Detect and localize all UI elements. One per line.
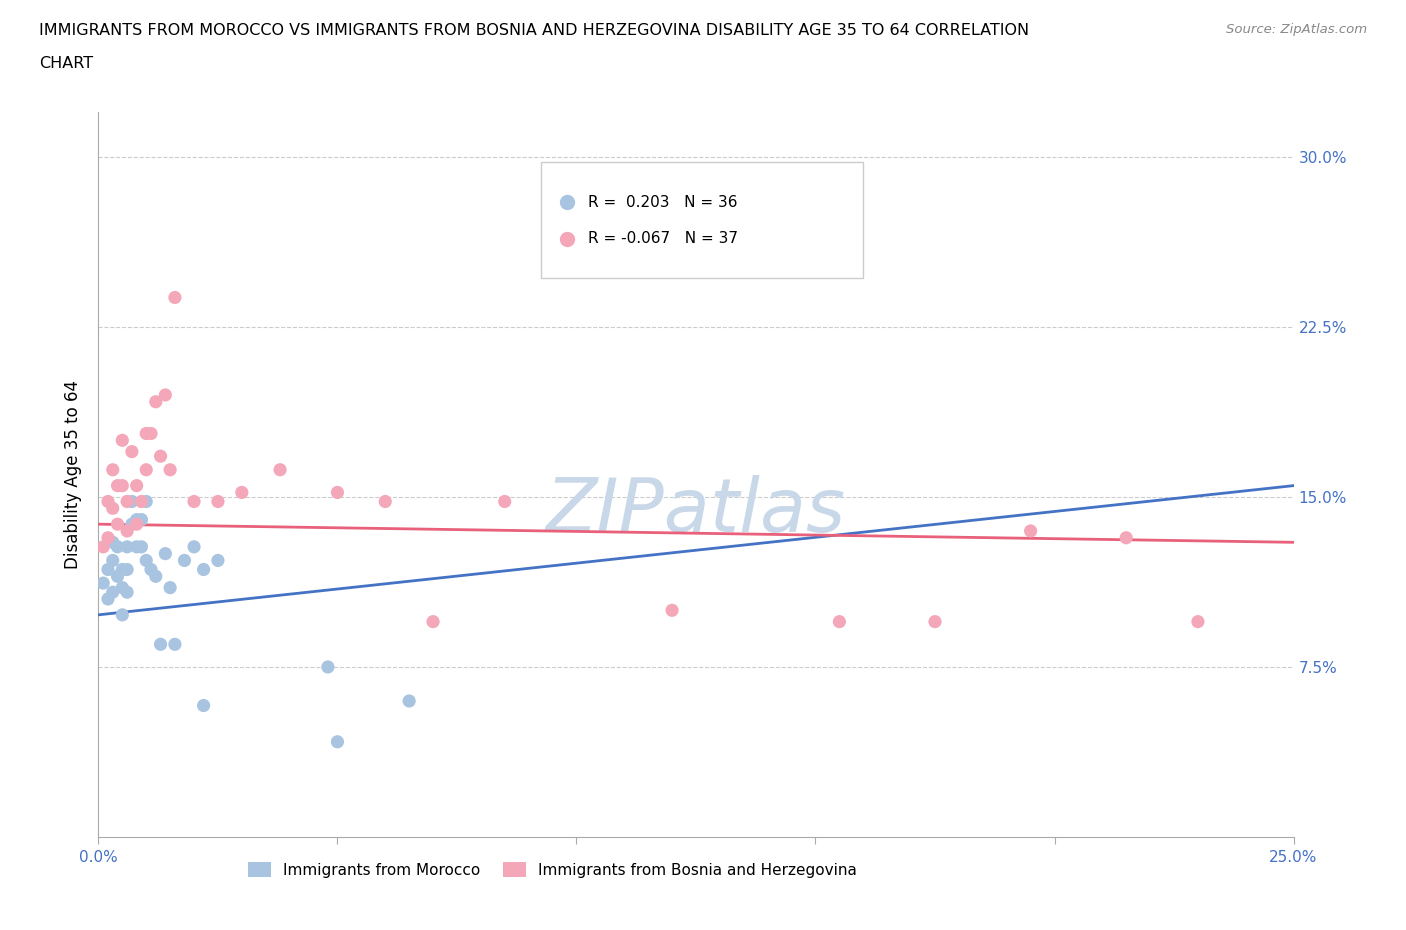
Point [494,494,516,509]
Point [97,494,120,509]
Y-axis label: Disability Age 35 to 64: Disability Age 35 to 64 [65,379,83,569]
Point [121,517,143,532]
Point [135,462,157,477]
Point [107,569,129,584]
Text: R = -0.067   N = 37: R = -0.067 N = 37 [589,231,738,246]
Point [101,553,124,568]
Point [139,562,162,577]
Point [326,735,349,750]
Point [125,512,148,527]
Point [135,494,157,509]
Point [173,553,195,568]
Text: Source: ZipAtlas.com: Source: ZipAtlas.com [1226,23,1367,36]
Point [97,530,120,545]
Point [374,494,396,509]
Point [115,524,138,538]
Point [111,562,134,577]
Point [145,394,167,409]
Point [398,694,420,709]
Point [155,388,177,403]
Point [159,462,181,477]
Point [183,539,205,554]
Point [115,585,138,600]
Point [107,539,129,554]
Point [231,485,253,500]
Point [115,562,138,577]
Point [422,614,444,629]
Point [135,426,157,441]
Point [316,659,339,674]
Point [135,553,157,568]
Point [1187,614,1209,629]
Point [326,485,349,500]
Point [91,576,114,591]
Text: ZIPatlas: ZIPatlas [546,474,846,547]
Point [115,539,138,554]
Point [828,614,851,629]
Point [193,562,215,577]
Point [111,607,134,622]
Point [125,539,148,554]
Point [101,535,124,550]
Point [101,585,124,600]
Point [101,462,124,477]
Point [91,539,114,554]
Legend: Immigrants from Morocco, Immigrants from Bosnia and Herzegovina: Immigrants from Morocco, Immigrants from… [242,856,863,884]
Point [121,445,143,459]
Point [131,539,153,554]
Point [149,449,172,464]
Point [145,569,167,584]
Point [111,580,134,595]
Point [149,637,172,652]
Point [131,512,153,527]
Point [1115,530,1137,545]
Point [131,494,153,509]
Point [1019,524,1042,538]
Point [163,290,186,305]
Point [159,580,181,595]
Point [139,426,162,441]
Point [924,614,946,629]
Point [97,562,120,577]
Point [193,698,215,713]
Text: IMMIGRANTS FROM MOROCCO VS IMMIGRANTS FROM BOSNIA AND HERZEGOVINA DISABILITY AGE: IMMIGRANTS FROM MOROCCO VS IMMIGRANTS FR… [39,23,1029,38]
Point [183,494,205,509]
Point [207,494,229,509]
Point [115,494,138,509]
Text: R =  0.203   N = 36: R = 0.203 N = 36 [589,194,738,210]
Point [101,501,124,516]
Point [155,546,177,561]
Text: CHART: CHART [39,56,93,71]
Point [125,478,148,493]
Point [125,517,148,532]
Point [207,553,229,568]
Point [97,591,120,606]
Point [163,637,186,652]
FancyBboxPatch shape [541,163,863,278]
Point [107,517,129,532]
Point [111,432,134,447]
Point [107,478,129,493]
Point [121,494,143,509]
Point [661,603,683,618]
Point [269,462,291,477]
Point [111,478,134,493]
